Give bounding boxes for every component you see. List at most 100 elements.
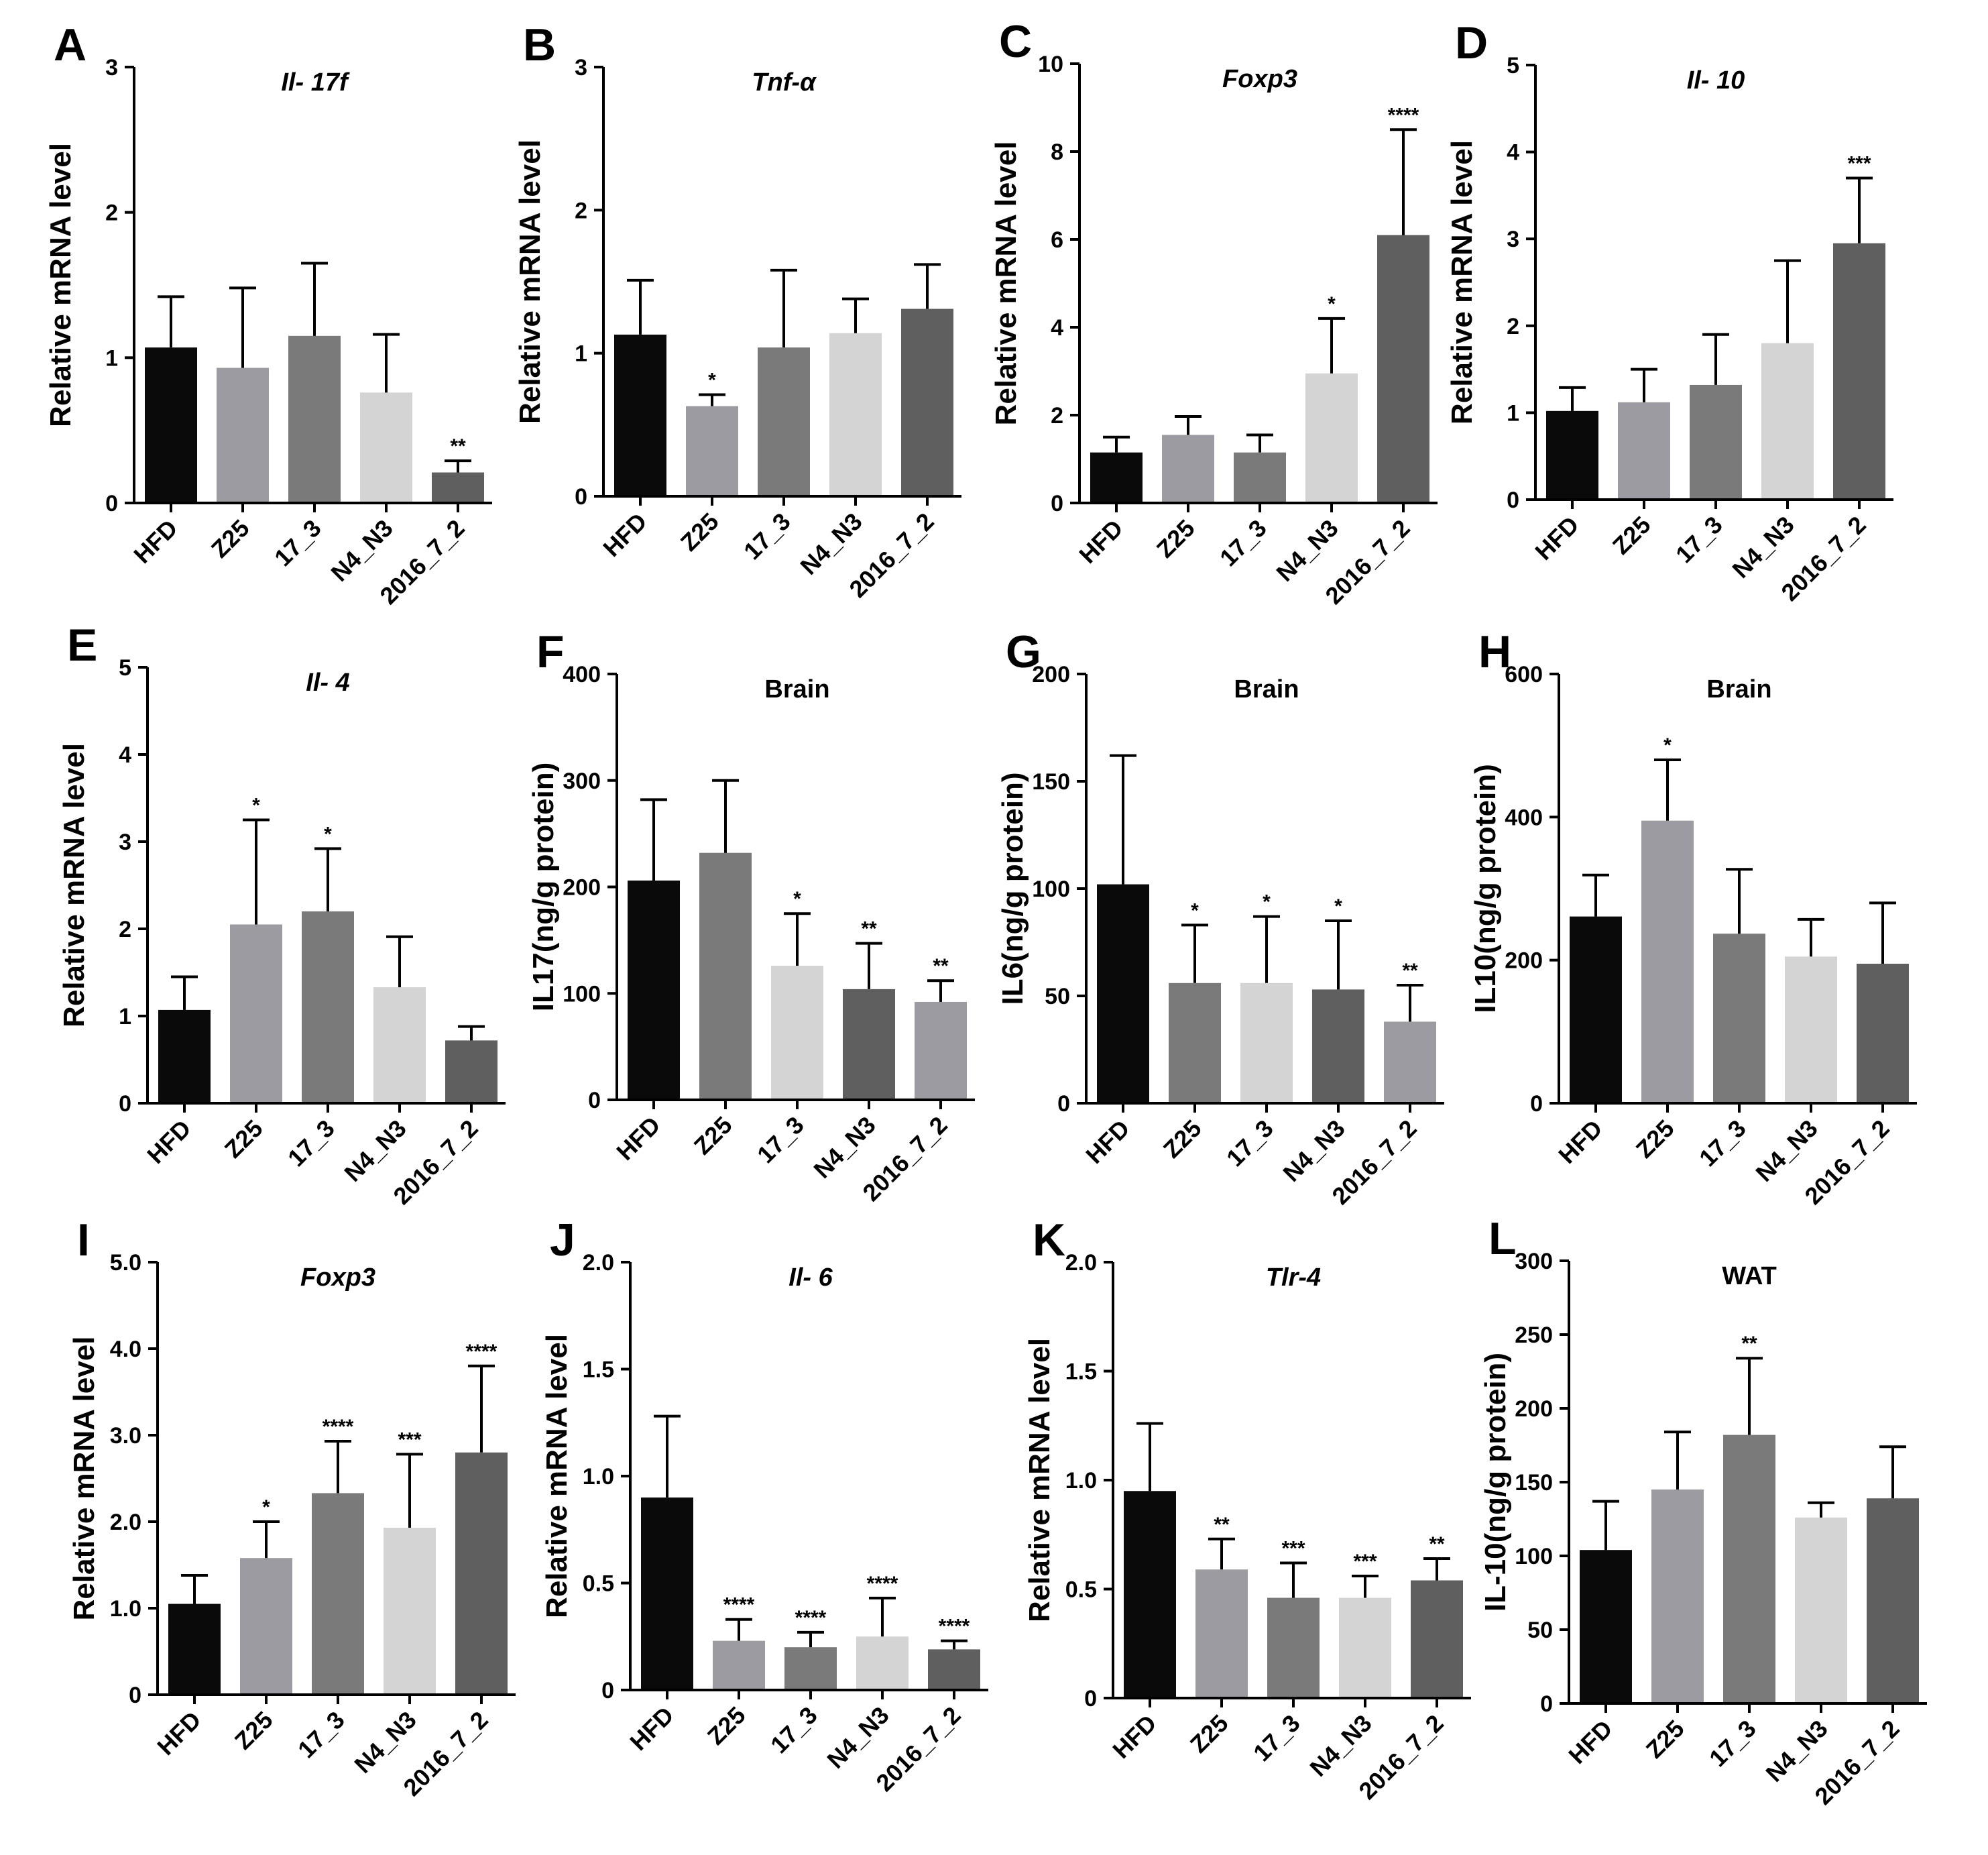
- significance-marker: **: [450, 435, 466, 457]
- chart-title: Foxp3: [1222, 65, 1297, 93]
- bar-z25: [713, 1640, 765, 1690]
- y-tick-label: 3.0: [110, 1423, 141, 1449]
- significance-marker: **: [1402, 960, 1418, 982]
- bar-2016-7-2: [915, 1001, 967, 1100]
- y-tick-label: 0: [105, 491, 118, 516]
- bar-2016-7-2: [901, 308, 953, 496]
- bar-2016-7-2: [1384, 1021, 1436, 1103]
- bar-n4-n3: [1785, 956, 1837, 1103]
- bar-hfd: [158, 1009, 211, 1103]
- bar-z25: [217, 368, 269, 503]
- y-tick-label: 250: [1515, 1323, 1553, 1348]
- bar-17-3: [771, 965, 823, 1100]
- x-tick-label: 17_3: [1694, 1115, 1751, 1172]
- x-tick-label: Z25: [1158, 1115, 1207, 1164]
- x-tick-label: 17_3: [1670, 511, 1728, 569]
- significance-marker: **: [1214, 1514, 1230, 1536]
- y-tick-label: 2: [119, 917, 131, 942]
- x-tick-label: HFD: [1529, 511, 1584, 565]
- x-tick-label: Z25: [219, 1115, 268, 1164]
- y-tick-label: 200: [563, 875, 601, 901]
- bar-hfd: [145, 347, 197, 503]
- chart-title: Brain: [1234, 675, 1299, 704]
- x-tick-label: 17_3: [752, 1111, 809, 1169]
- y-tick-label: 4.0: [110, 1337, 141, 1362]
- y-tick-label: 1.0: [583, 1464, 614, 1489]
- x-tick-label: Z25: [206, 514, 255, 563]
- panel-letter: C: [999, 16, 1032, 67]
- x-tick-label: HFD: [597, 508, 652, 562]
- y-tick-label: 2: [1507, 314, 1519, 339]
- y-tick-label: 0.5: [1065, 1577, 1097, 1603]
- y-tick-label: 0: [1530, 1091, 1543, 1117]
- significance-marker: *: [1334, 895, 1342, 917]
- y-tick-label: 1: [575, 341, 587, 367]
- bar-hfd: [1546, 410, 1598, 500]
- y-tick-label: 0: [575, 484, 587, 510]
- y-axis-label: Relative mRNA level: [68, 1337, 101, 1621]
- y-axis-label: Relative mRNA level: [540, 1334, 573, 1618]
- y-tick-label: 0: [129, 1683, 141, 1708]
- significance-marker: ***: [398, 1428, 421, 1451]
- bar-z25: [1618, 402, 1670, 500]
- y-axis-label: Relative mRNA level: [44, 143, 77, 427]
- x-tick-label: Z25: [1641, 1715, 1690, 1764]
- panel-e: E Il- 4 Relative mRNA level * * 0 1 2 3 4 5 HFD Z25 1…: [58, 620, 506, 1210]
- chart-title: Tnf-α: [752, 68, 817, 97]
- chart-title: Tlr-4: [1266, 1263, 1321, 1292]
- y-tick-label: 4: [1051, 315, 1063, 341]
- bar-n4-n3: [1761, 343, 1814, 500]
- bar-z25: [230, 924, 282, 1103]
- y-tick-label: 0: [119, 1091, 131, 1117]
- y-tick-label: 2.0: [110, 1510, 141, 1535]
- y-tick-label: 0: [1084, 1686, 1097, 1711]
- x-tick-label: Z25: [702, 1701, 751, 1750]
- y-tick-label: 200: [1515, 1396, 1553, 1422]
- x-tick-label: HFD: [128, 514, 182, 569]
- significance-marker: *: [1328, 293, 1336, 315]
- bar-z25: [686, 406, 738, 496]
- bar-2016-7-2: [1857, 964, 1909, 1103]
- x-tick-label: HFD: [1563, 1715, 1617, 1769]
- significance-marker: ****: [1388, 104, 1419, 126]
- panel-l: L WAT IL-10(ng/g protein) ** 0 50 100 150 200 250…: [1479, 1213, 1927, 1810]
- significance-marker: ****: [723, 1594, 755, 1616]
- x-tick-label: 17_3: [269, 514, 327, 572]
- bar-z25: [1195, 1569, 1248, 1698]
- significance-marker: ****: [795, 1607, 827, 1629]
- bar-z25: [1641, 820, 1694, 1103]
- x-tick-label: N4_N3: [349, 1706, 421, 1779]
- bar-hfd: [1090, 452, 1143, 503]
- panel-b: B Tnf-α Relative mRNA level * 0 1 2 3 HFD Z25 17_3…: [514, 19, 961, 603]
- y-tick-label: 1.0: [1065, 1468, 1097, 1494]
- y-axis-label: IL17(ng/g protein): [527, 763, 560, 1012]
- panel-letter: B: [523, 19, 556, 70]
- bar-17-3: [1690, 384, 1742, 500]
- y-tick-label: 0: [1051, 491, 1063, 516]
- significance-marker: ****: [323, 1416, 354, 1438]
- y-tick-label: 10: [1038, 52, 1063, 77]
- bar-hfd: [1124, 1491, 1176, 1698]
- y-tick-label: 4: [1507, 140, 1519, 166]
- y-tick-label: 8: [1051, 139, 1063, 165]
- bar-17-3: [1240, 982, 1293, 1103]
- bar-2016-7-2: [1867, 1498, 1919, 1703]
- y-tick-label: 0: [588, 1088, 601, 1113]
- bar-n4-n3: [856, 1636, 909, 1690]
- bar-hfd: [1097, 884, 1149, 1103]
- x-tick-label: Z25: [229, 1706, 278, 1755]
- x-tick-label: N4_N3: [325, 514, 398, 587]
- y-tick-label: 200: [1032, 662, 1070, 687]
- x-tick-label: N4_N3: [1277, 1115, 1350, 1187]
- y-tick-label: 4: [119, 742, 131, 768]
- x-tick-label: HFD: [1080, 1115, 1134, 1169]
- bar-17-3: [312, 1493, 364, 1695]
- y-tick-label: 1.5: [1065, 1359, 1097, 1385]
- bar-2016-7-2: [928, 1649, 980, 1690]
- significance-marker: *: [262, 1496, 270, 1518]
- significance-marker: ****: [939, 1616, 970, 1638]
